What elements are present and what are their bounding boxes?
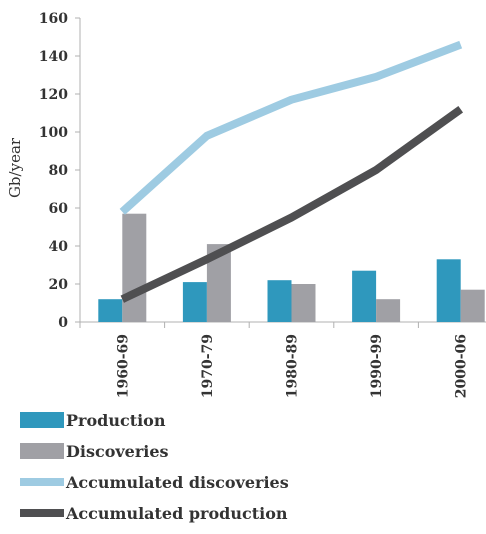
x-tick-label: 2000-06	[454, 334, 470, 398]
bar-production	[352, 270, 377, 322]
y-axis-title: Gb/year	[6, 137, 24, 198]
legend-swatch-production	[20, 412, 64, 428]
legend-label-accumulated-discoveries: Accumulated discoveries	[66, 472, 289, 492]
y-tick-label: 160	[39, 11, 68, 27]
legend-label-production: Production	[66, 410, 166, 430]
bar-discoveries	[291, 284, 316, 322]
legend-item-accumulated-production: Accumulated production	[20, 503, 289, 523]
lines	[119, 40, 464, 303]
x-axis-ticks: 1960-69 1970-79 1980-89 1990-99 2000-06	[79, 322, 470, 398]
line-accumulated-discoveries	[119, 40, 463, 215]
bar-production	[267, 280, 292, 322]
y-tick-label: 120	[39, 87, 68, 103]
legend-label-accumulated-production: Accumulated production	[66, 503, 288, 523]
legend-item-production: Production	[20, 410, 289, 430]
line-accumulated-production	[120, 105, 464, 303]
legend-item-accumulated-discoveries: Accumulated discoveries	[20, 472, 289, 492]
bar-discoveries	[376, 299, 401, 322]
bar-discoveries	[122, 213, 147, 322]
bar-production	[98, 299, 123, 322]
y-tick-label: 60	[49, 201, 69, 217]
y-axis-ticks: 0 20 40 60 80 100 120 140 160	[39, 11, 80, 331]
y-tick-label: 0	[58, 315, 68, 331]
bar-production	[436, 259, 461, 322]
y-tick-label: 100	[39, 125, 68, 141]
y-tick-label: 20	[49, 277, 69, 293]
y-tick-label: 40	[49, 239, 69, 255]
legend-item-discoveries: Discoveries	[20, 441, 289, 461]
x-tick-label: 1960-69	[115, 334, 131, 398]
legend-swatch-accumulated-discoveries	[20, 478, 64, 486]
y-tick-label: 140	[39, 49, 68, 65]
x-tick-label: 1980-89	[285, 334, 301, 398]
x-tick-label: 1990-99	[369, 334, 385, 398]
legend-label-discoveries: Discoveries	[66, 441, 169, 461]
legend-swatch-accumulated-production	[20, 509, 64, 517]
chart: Gb/year 0 20 40 60 80 100 120 140 160 1960-69 197…	[6, 11, 486, 398]
bar-discoveries	[460, 289, 485, 322]
bar-production	[182, 282, 207, 322]
legend-swatch-discoveries	[20, 443, 64, 459]
legend: Production Discoveries Accumulated disco…	[20, 410, 289, 534]
bars	[98, 213, 485, 322]
x-tick-label: 1970-79	[200, 334, 216, 398]
y-tick-label: 80	[49, 163, 69, 179]
